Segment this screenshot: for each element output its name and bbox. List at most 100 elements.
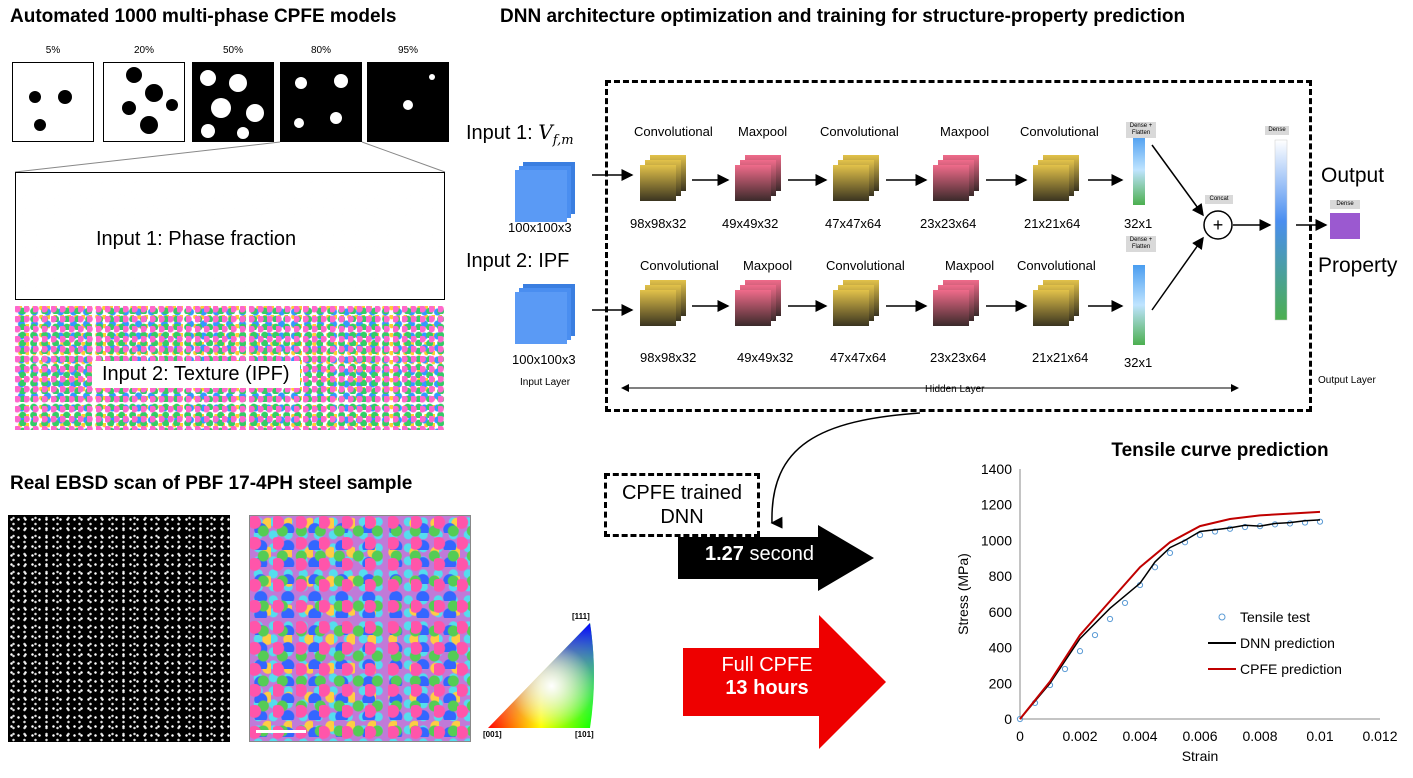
microstructure-50 [192,62,274,142]
input1-phase-label: Input 1: Phase fraction [86,226,307,253]
y-tick-label: 0 [1004,711,1012,727]
tensile-test-point [1076,648,1084,655]
x-tick-label: 0.004 [1122,728,1157,744]
microstructure-80 [280,62,362,142]
dnn-time-arrow [678,525,874,591]
row2-conv2 [833,280,879,326]
row2-conv1-label: Convolutional [640,258,719,273]
input2-label: Input 2: IPF [466,250,570,272]
input2-size: 100x100x3 [512,352,576,367]
x-tick-label: 0.002 [1062,728,1097,744]
dnn-time-label: 1.27 second [705,543,814,566]
tensile-test-point [1196,531,1204,539]
row1-conv1-label: Convolutional [634,124,713,139]
x-tick-label: 0.012 [1362,728,1397,744]
microstructure-20 [103,62,185,142]
input2-texture-label: Input 2: Texture (IPF) [92,361,300,388]
tensile-test-point [1061,665,1069,673]
dnn-prediction-line [1019,519,1321,720]
tensile-test-point [1091,631,1099,639]
row2-flat-size: 32x1 [1124,355,1153,370]
fraction-label: 80% [310,45,331,56]
flatten-bar-2 [1133,265,1145,345]
microstructure-5 [12,62,94,142]
cpfe-models-title: Automated 1000 multi-phase CPFE models [10,6,397,27]
ipf-101-label: [101] [575,730,594,739]
fraction-label: 95% [397,45,418,56]
tensile-test-point [1316,518,1324,525]
input1-size: 100x100x3 [508,220,572,235]
x-tick-label: 0.008 [1242,728,1277,744]
row2-conv3-label: Convolutional [1017,258,1096,273]
row1-conv3-label: Convolutional [1020,124,1099,139]
input1-prefix: Input 1: [466,122,539,144]
output-dense-tag: Dense [1330,200,1360,209]
flatten-bar-1 [1133,135,1145,205]
concat-tag: Concat [1205,195,1233,204]
x-axis-label: Strain [1182,748,1219,764]
row1-pool1-size: 49x49x32 [722,216,779,231]
row1-conv1 [640,155,686,201]
ipf-color-key [488,623,594,728]
row1-arrows [592,169,1124,186]
y-tick-label: 200 [989,675,1013,691]
input-cube-1 [515,162,575,222]
dense-tag: Dense [1265,126,1289,135]
row1-pool1-label: Maxpool [738,124,788,139]
zoom-lines [14,141,446,173]
plus-icon: + [1213,215,1224,235]
row2-pool1-label: Maxpool [743,258,793,273]
y-tick-label: 600 [989,604,1013,620]
full-cpfe-label: Full CPFE 13 hours [712,654,822,700]
ipf-001-label: [001] [483,730,502,739]
y-tick-label: 400 [989,640,1013,656]
row2-conv3 [1033,280,1079,326]
output-label: Output [1321,164,1385,187]
x-tick-label: 0 [1016,728,1024,744]
y-axis-label: Stress (MPa) [955,553,971,635]
y-tick-label: 1000 [981,532,1012,548]
tensile-chart: Tensile curve prediction 0 200 400 600 800 100… [955,440,1398,764]
full-cpfe-line1: Full CPFE [721,654,813,676]
row2-conv1 [640,280,686,326]
row1-pool2-size: 23x23x64 [920,216,977,231]
row2-pool1 [735,280,781,326]
row2-conv3-size: 21x21x64 [1032,350,1089,365]
y-tick-label: 1200 [981,497,1012,513]
ebsd-title: Real EBSD scan of PBF 17-4PH steel sampl… [10,473,413,494]
dense-flatten-tag-1: Dense + Flatten [1126,122,1156,138]
y-tick-label: 800 [989,568,1013,584]
dense-bar [1274,139,1288,321]
input1-label: Input 1: Vf,m [466,120,574,148]
row1-flat-size: 32x1 [1124,216,1153,231]
dnn-time-value: 1.27 [705,543,744,565]
input1-subscript: f,m [552,133,574,148]
chart-title: Tensile curve prediction [1111,440,1328,461]
row2-conv2-label: Convolutional [826,258,905,273]
row1-conv3-size: 21x21x64 [1024,216,1081,231]
row2-pool2-size: 23x23x64 [930,350,987,365]
row2-conv2-size: 47x47x64 [830,350,887,365]
tensile-test-point [1166,549,1174,557]
fraction-label: 50% [222,45,243,56]
cpfe-trained-dnn-box: CPFE trained DNN [604,473,760,537]
output-layer-label: Output Layer [1318,375,1376,386]
hidden-layer-box [605,80,1312,412]
tensile-test-point [1151,564,1159,571]
ebsd-ipf-map [249,515,471,742]
ebsd-bw-image [8,515,230,742]
row1-pool2 [933,155,979,201]
tensile-test-point [1211,528,1219,535]
ipf-111-label: [111] [572,612,590,621]
scale-bar [256,730,306,733]
legend-entry: CPFE prediction [1240,661,1342,677]
property-label: Property [1318,254,1398,277]
dnn-diagram: + [515,135,1360,392]
row2-pool2 [933,280,979,326]
row1-pool2-label: Maxpool [940,124,990,139]
y-tick-label: 1400 [981,461,1012,477]
dnn-title: DNN architecture optimization and traini… [500,6,1186,27]
hidden-layer-label: Hidden Layer [925,384,985,395]
legend-entry: DNN prediction [1240,635,1335,651]
row1-pool1 [735,155,781,201]
